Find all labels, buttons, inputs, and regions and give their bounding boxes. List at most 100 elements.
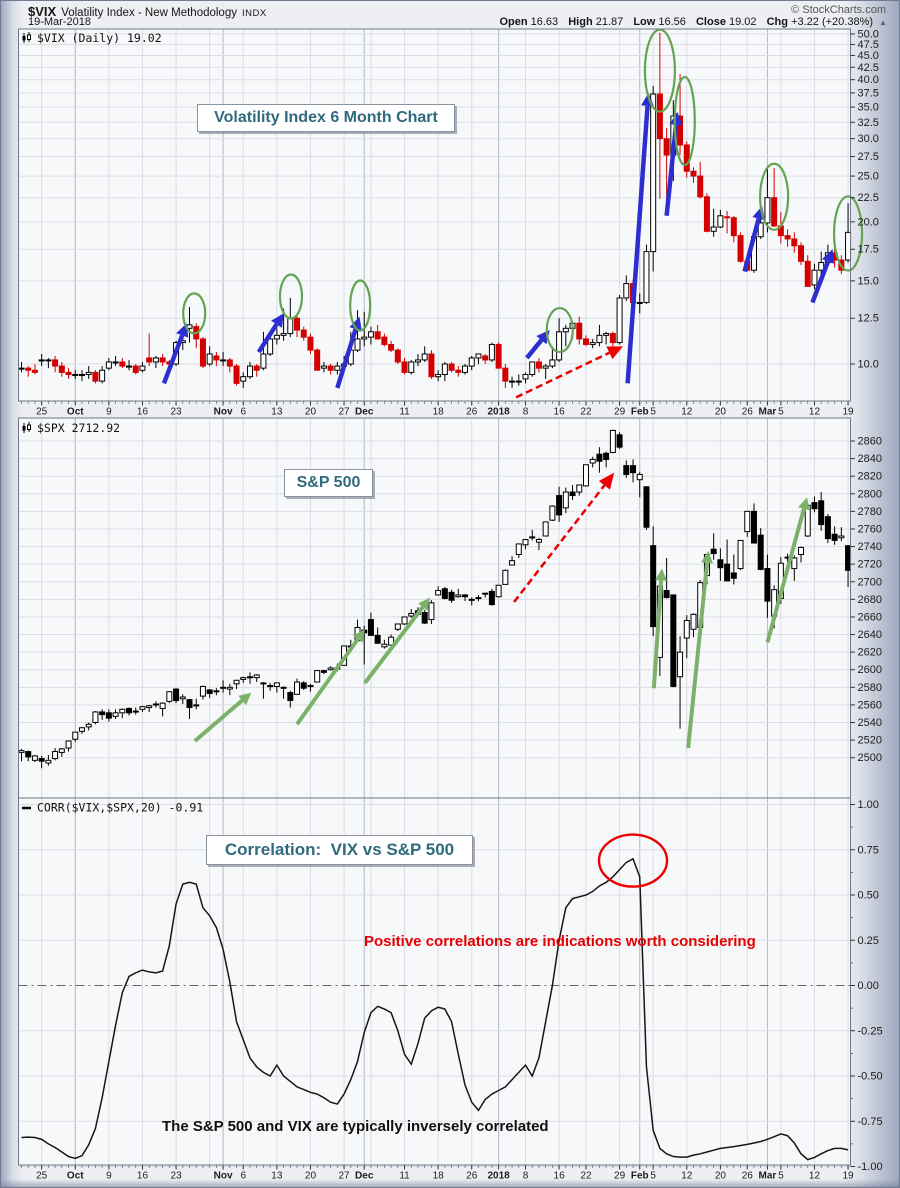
y-tick-label: 2720 (858, 559, 882, 571)
candle-body (475, 353, 482, 359)
date-tick-label: Nov (214, 407, 233, 418)
candle-body (495, 584, 502, 598)
candle-body (556, 495, 563, 516)
candle-body (206, 689, 213, 694)
date-tick-label: 29 (614, 1171, 626, 1182)
candle-body (650, 93, 657, 253)
chg-label: Chg (766, 16, 788, 28)
y-tick-label: 2700 (858, 576, 882, 588)
y-tick-label: 2760 (858, 523, 882, 535)
date-tick-label: 5 (778, 1171, 784, 1182)
candle-body (529, 536, 536, 539)
y-tick-label: 50.0 (858, 28, 879, 40)
candle-body (549, 505, 556, 521)
candle-body (435, 590, 442, 596)
candle-body (630, 465, 637, 474)
y-tick-label: 15.0 (858, 275, 879, 287)
candle-body (52, 751, 59, 760)
candle-body (589, 342, 596, 345)
spx-panel (18, 418, 852, 798)
candle-body (193, 704, 200, 707)
candle-body (45, 359, 52, 362)
candle-body (186, 699, 193, 709)
date-tick-label: 18 (433, 1171, 445, 1182)
up-triangle-icon: ▲ (879, 18, 887, 27)
date-tick-label: Nov (214, 1171, 233, 1182)
candle-body (455, 369, 462, 373)
y-tick-label: 0.50 (858, 890, 879, 902)
candle-body (381, 643, 388, 648)
green-up-arrow (651, 568, 668, 689)
candle-body (294, 681, 301, 695)
candle-body (334, 365, 341, 371)
candle-body (280, 333, 287, 336)
blue-up-arrow (256, 313, 284, 354)
candle-body (267, 685, 274, 688)
candle-body (58, 365, 65, 373)
candle-body (448, 591, 455, 601)
vix-annotations (161, 28, 864, 399)
candle-body (65, 740, 72, 749)
open-label: Open (499, 16, 528, 28)
inverse-correlation-note: The S&P 500 and VIX are typically invers… (162, 1118, 549, 1135)
candle-body (300, 329, 307, 338)
date-tick-label: 27 (338, 1171, 350, 1182)
candle-body (542, 521, 549, 537)
candle-body (677, 651, 684, 678)
red-circle-highlight (597, 833, 669, 888)
y-tick-label: 40.0 (858, 74, 879, 86)
candle-body (78, 374, 85, 377)
candle-body (126, 707, 133, 714)
date-tick-label: 5 (778, 407, 784, 418)
y-tick-label: 0.75 (858, 844, 879, 856)
y-tick-label: 2660 (858, 611, 882, 623)
date-tick-label: 22 (580, 407, 592, 418)
date-tick-label: Mar (759, 1171, 777, 1182)
candle-body (173, 688, 180, 702)
green-circle-highlight (673, 75, 696, 167)
candle-body (394, 349, 401, 363)
candle-body (18, 367, 25, 370)
candle-body (596, 453, 603, 462)
vix-panel (18, 28, 864, 401)
spx-annotations (193, 472, 810, 749)
candle-body (428, 602, 435, 621)
candle-body (482, 592, 489, 595)
candle-body (213, 690, 220, 693)
candle-body (294, 317, 301, 331)
candle-body (811, 269, 818, 286)
candle-body (31, 369, 38, 373)
candle-body (603, 333, 610, 336)
candle-body (273, 334, 280, 340)
green-circle-highlight (349, 279, 372, 332)
candle-body (468, 357, 475, 367)
candle-body (576, 322, 583, 340)
date-tick-label: 11 (399, 407, 410, 418)
date-tick-label: 20 (715, 1171, 727, 1182)
high-label: High (568, 16, 593, 28)
candle-body (663, 590, 670, 599)
y-tick-label: -0.25 (858, 1025, 883, 1037)
date-tick-label: Dec (355, 407, 374, 418)
candle-body (650, 545, 657, 628)
candle-body (744, 510, 751, 533)
candle-body (139, 706, 146, 710)
candle-body (314, 670, 321, 683)
y-tick-label: -1.00 (858, 1161, 883, 1173)
date-tick-label: 23 (170, 1171, 182, 1182)
candle-body (845, 545, 852, 571)
candle-body (663, 138, 670, 156)
candle-body (757, 222, 764, 238)
candle-body (367, 331, 374, 338)
candle-body (220, 359, 227, 362)
candle-body (388, 636, 395, 646)
y-tick-label: 35.0 (858, 102, 879, 114)
date-tick-label: Feb (631, 407, 649, 418)
candle-body (589, 458, 596, 464)
date-tick-label: 26 (742, 407, 754, 418)
candle-body (240, 677, 247, 680)
candle-body (213, 355, 220, 361)
date-tick-label: 20 (305, 1171, 317, 1182)
date-tick-label: Oct (67, 1171, 84, 1182)
candle-body (260, 682, 267, 685)
